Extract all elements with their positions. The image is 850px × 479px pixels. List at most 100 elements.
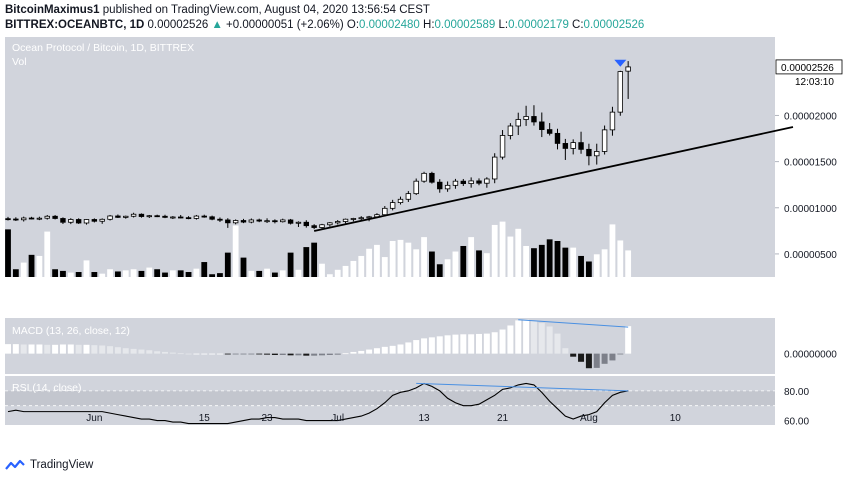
- macd-bar: [193, 353, 200, 355]
- macd-bar: [350, 351, 357, 354]
- candle-body: [272, 220, 278, 223]
- macd-bar: [483, 333, 490, 354]
- volume-bar: [491, 224, 498, 277]
- close-value: 0.00002526: [583, 19, 645, 31]
- candle-body: [36, 217, 43, 220]
- volume-bar: [358, 255, 365, 277]
- volume-bar: [452, 251, 459, 277]
- macd-bar: [491, 332, 498, 354]
- macd-bar: [625, 326, 632, 354]
- author-name[interactable]: BitcoinMaximus1: [5, 4, 100, 16]
- macd-bar: [122, 348, 129, 354]
- candle-body: [107, 215, 113, 220]
- candle-body: [468, 180, 474, 184]
- candle-body: [91, 219, 98, 222]
- candle-body: [625, 66, 631, 72]
- candle-body: [444, 184, 451, 190]
- candle-body: [460, 180, 466, 184]
- candle-body: [507, 125, 514, 136]
- candle-body: [334, 221, 341, 224]
- macd-bar: [67, 344, 74, 354]
- high-label: H:: [423, 19, 435, 31]
- macd-bar: [256, 353, 263, 355]
- macd-bar: [303, 353, 310, 356]
- macd-bar: [460, 334, 467, 354]
- macd-bar: [593, 353, 600, 368]
- candle-body: [484, 178, 490, 184]
- volume-bar: [554, 241, 561, 277]
- time-tick-label: 21: [497, 413, 509, 424]
- candle-body: [209, 216, 215, 220]
- candle-body: [280, 219, 286, 223]
- volume-bar: [468, 237, 475, 277]
- volume-bar: [12, 269, 19, 277]
- rsi-divergence-line: [416, 382, 629, 392]
- low-label: L:: [498, 19, 509, 31]
- candle-body: [68, 219, 74, 223]
- volume-bar: [169, 270, 176, 277]
- price-tick-label: 0.00002000: [784, 111, 837, 122]
- macd-bar: [617, 353, 624, 355]
- candle-body: [342, 218, 349, 222]
- symbol-name: BITTREX:OCEANBTC, 1D: [5, 19, 145, 31]
- volume-bar: [578, 255, 584, 277]
- volume-bar: [99, 273, 106, 277]
- volume-bar: [217, 273, 223, 277]
- price-tick-label: 0.00000500: [784, 250, 837, 261]
- macd-bar: [240, 353, 247, 355]
- candle-body: [413, 180, 419, 195]
- candle-body: [162, 215, 168, 218]
- volume-bar: [232, 225, 239, 277]
- macd-bar: [507, 325, 514, 354]
- open-label: O:: [346, 19, 360, 31]
- macd-bar: [91, 345, 98, 354]
- candle-body: [601, 129, 608, 152]
- high-value: 0.00002589: [434, 19, 496, 31]
- volume-bar: [60, 270, 66, 277]
- candle-body: [83, 219, 90, 224]
- last-price-label: 0.00002526: [781, 63, 834, 74]
- macd-bar: [326, 353, 333, 355]
- macd-bar: [515, 320, 522, 354]
- candle-body: [578, 142, 584, 150]
- candle-body: [303, 221, 309, 227]
- macd-bar: [570, 353, 577, 357]
- volume-bar: [326, 274, 333, 277]
- volume-bar: [5, 229, 11, 277]
- candle-body: [60, 218, 66, 223]
- volume-bar: [570, 247, 577, 277]
- volume-bar: [531, 248, 537, 277]
- volume-bar: [256, 270, 263, 277]
- volume-bar: [483, 253, 490, 277]
- volume-bar: [154, 269, 161, 277]
- candle-body: [382, 207, 388, 216]
- candle-body: [28, 217, 35, 220]
- macd-bar: [248, 353, 255, 355]
- volume-bar: [138, 270, 145, 277]
- volume-bar: [397, 239, 404, 277]
- candle-body: [154, 215, 160, 218]
- macd-bar: [436, 336, 443, 354]
- macd-bar: [476, 333, 482, 354]
- candle-body: [232, 220, 239, 224]
- volume-bar: [83, 260, 90, 277]
- time-tick-label: Jul: [331, 413, 344, 424]
- macd-bar: [107, 346, 114, 354]
- volume-layer: [5, 221, 632, 277]
- volume-bar: [201, 262, 208, 277]
- time-tick-label: 15: [199, 413, 211, 424]
- macd-bar: [578, 353, 585, 362]
- candle-body: [405, 193, 412, 200]
- volume-bar: [609, 224, 616, 277]
- volume-bar: [523, 245, 529, 277]
- open-value: 0.00002480: [359, 19, 420, 31]
- macd-bar: [405, 342, 412, 354]
- chart-svg[interactable]: 0.00002000 0.00001500 0.00001000 0.00000500…: [5, 37, 845, 431]
- time-tick-label: Aug: [580, 413, 598, 424]
- chart-frame[interactable]: 0.00002000 0.00001500 0.00001000 0.00000500…: [5, 37, 845, 431]
- candle-body: [295, 221, 302, 224]
- macd-bar: [389, 345, 396, 354]
- macd-bar: [114, 347, 121, 354]
- footer-brand[interactable]: TradingView: [5, 456, 93, 474]
- macd-bar: [334, 353, 341, 355]
